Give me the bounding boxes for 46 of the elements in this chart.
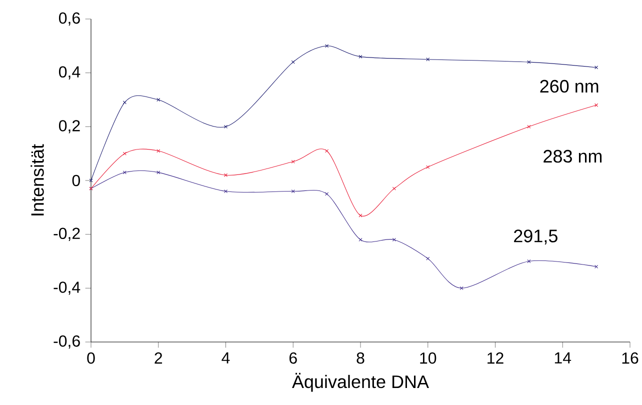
point bbox=[122, 100, 126, 104]
point bbox=[426, 58, 430, 62]
y-tick-label: 0,4 bbox=[58, 66, 80, 80]
x-tick-label: 8 bbox=[356, 352, 364, 364]
point bbox=[527, 60, 531, 64]
point bbox=[156, 98, 160, 102]
y-tick-label: -0,2 bbox=[54, 228, 80, 241]
x-tick-label: 12 bbox=[488, 352, 504, 364]
point bbox=[325, 44, 329, 48]
y-tick-label: 0,6 bbox=[58, 12, 80, 26]
series-label: 291,5 bbox=[514, 230, 558, 244]
point bbox=[122, 152, 126, 156]
point bbox=[291, 60, 295, 64]
x-tick-label: 14 bbox=[554, 352, 572, 364]
point bbox=[156, 149, 160, 153]
y-tick-label: -0,4 bbox=[54, 282, 80, 295]
point bbox=[325, 192, 329, 196]
point bbox=[358, 238, 362, 242]
point bbox=[460, 286, 464, 290]
point bbox=[325, 149, 329, 153]
point bbox=[527, 259, 531, 264]
x-tick-label: 16 bbox=[622, 352, 638, 364]
series-label: 260 nm bbox=[540, 80, 598, 93]
y-tick-label: 0 bbox=[72, 174, 80, 186]
y-tick-label: -0,6 bbox=[54, 335, 80, 349]
x-tick-label: 6 bbox=[289, 352, 297, 364]
point bbox=[291, 160, 295, 164]
point bbox=[156, 170, 160, 174]
x-tick-label: 0 bbox=[87, 352, 95, 364]
point bbox=[224, 124, 228, 128]
series-label: 283 nm bbox=[544, 150, 602, 163]
y-axis-title: Intensität bbox=[30, 144, 44, 216]
y-tick-label: 0,2 bbox=[58, 120, 80, 134]
point bbox=[122, 170, 126, 174]
point bbox=[358, 54, 362, 58]
x-axis-title: Äquivalente DNA bbox=[292, 372, 429, 392]
point bbox=[426, 165, 430, 169]
point bbox=[224, 173, 228, 177]
x-tick-label: 4 bbox=[222, 352, 230, 364]
point bbox=[392, 238, 396, 242]
point bbox=[527, 124, 531, 128]
x-tick-label: 2 bbox=[154, 352, 162, 364]
point bbox=[291, 189, 295, 194]
point bbox=[426, 256, 430, 260]
x-tick-label: 10 bbox=[420, 352, 436, 364]
point bbox=[392, 186, 396, 190]
